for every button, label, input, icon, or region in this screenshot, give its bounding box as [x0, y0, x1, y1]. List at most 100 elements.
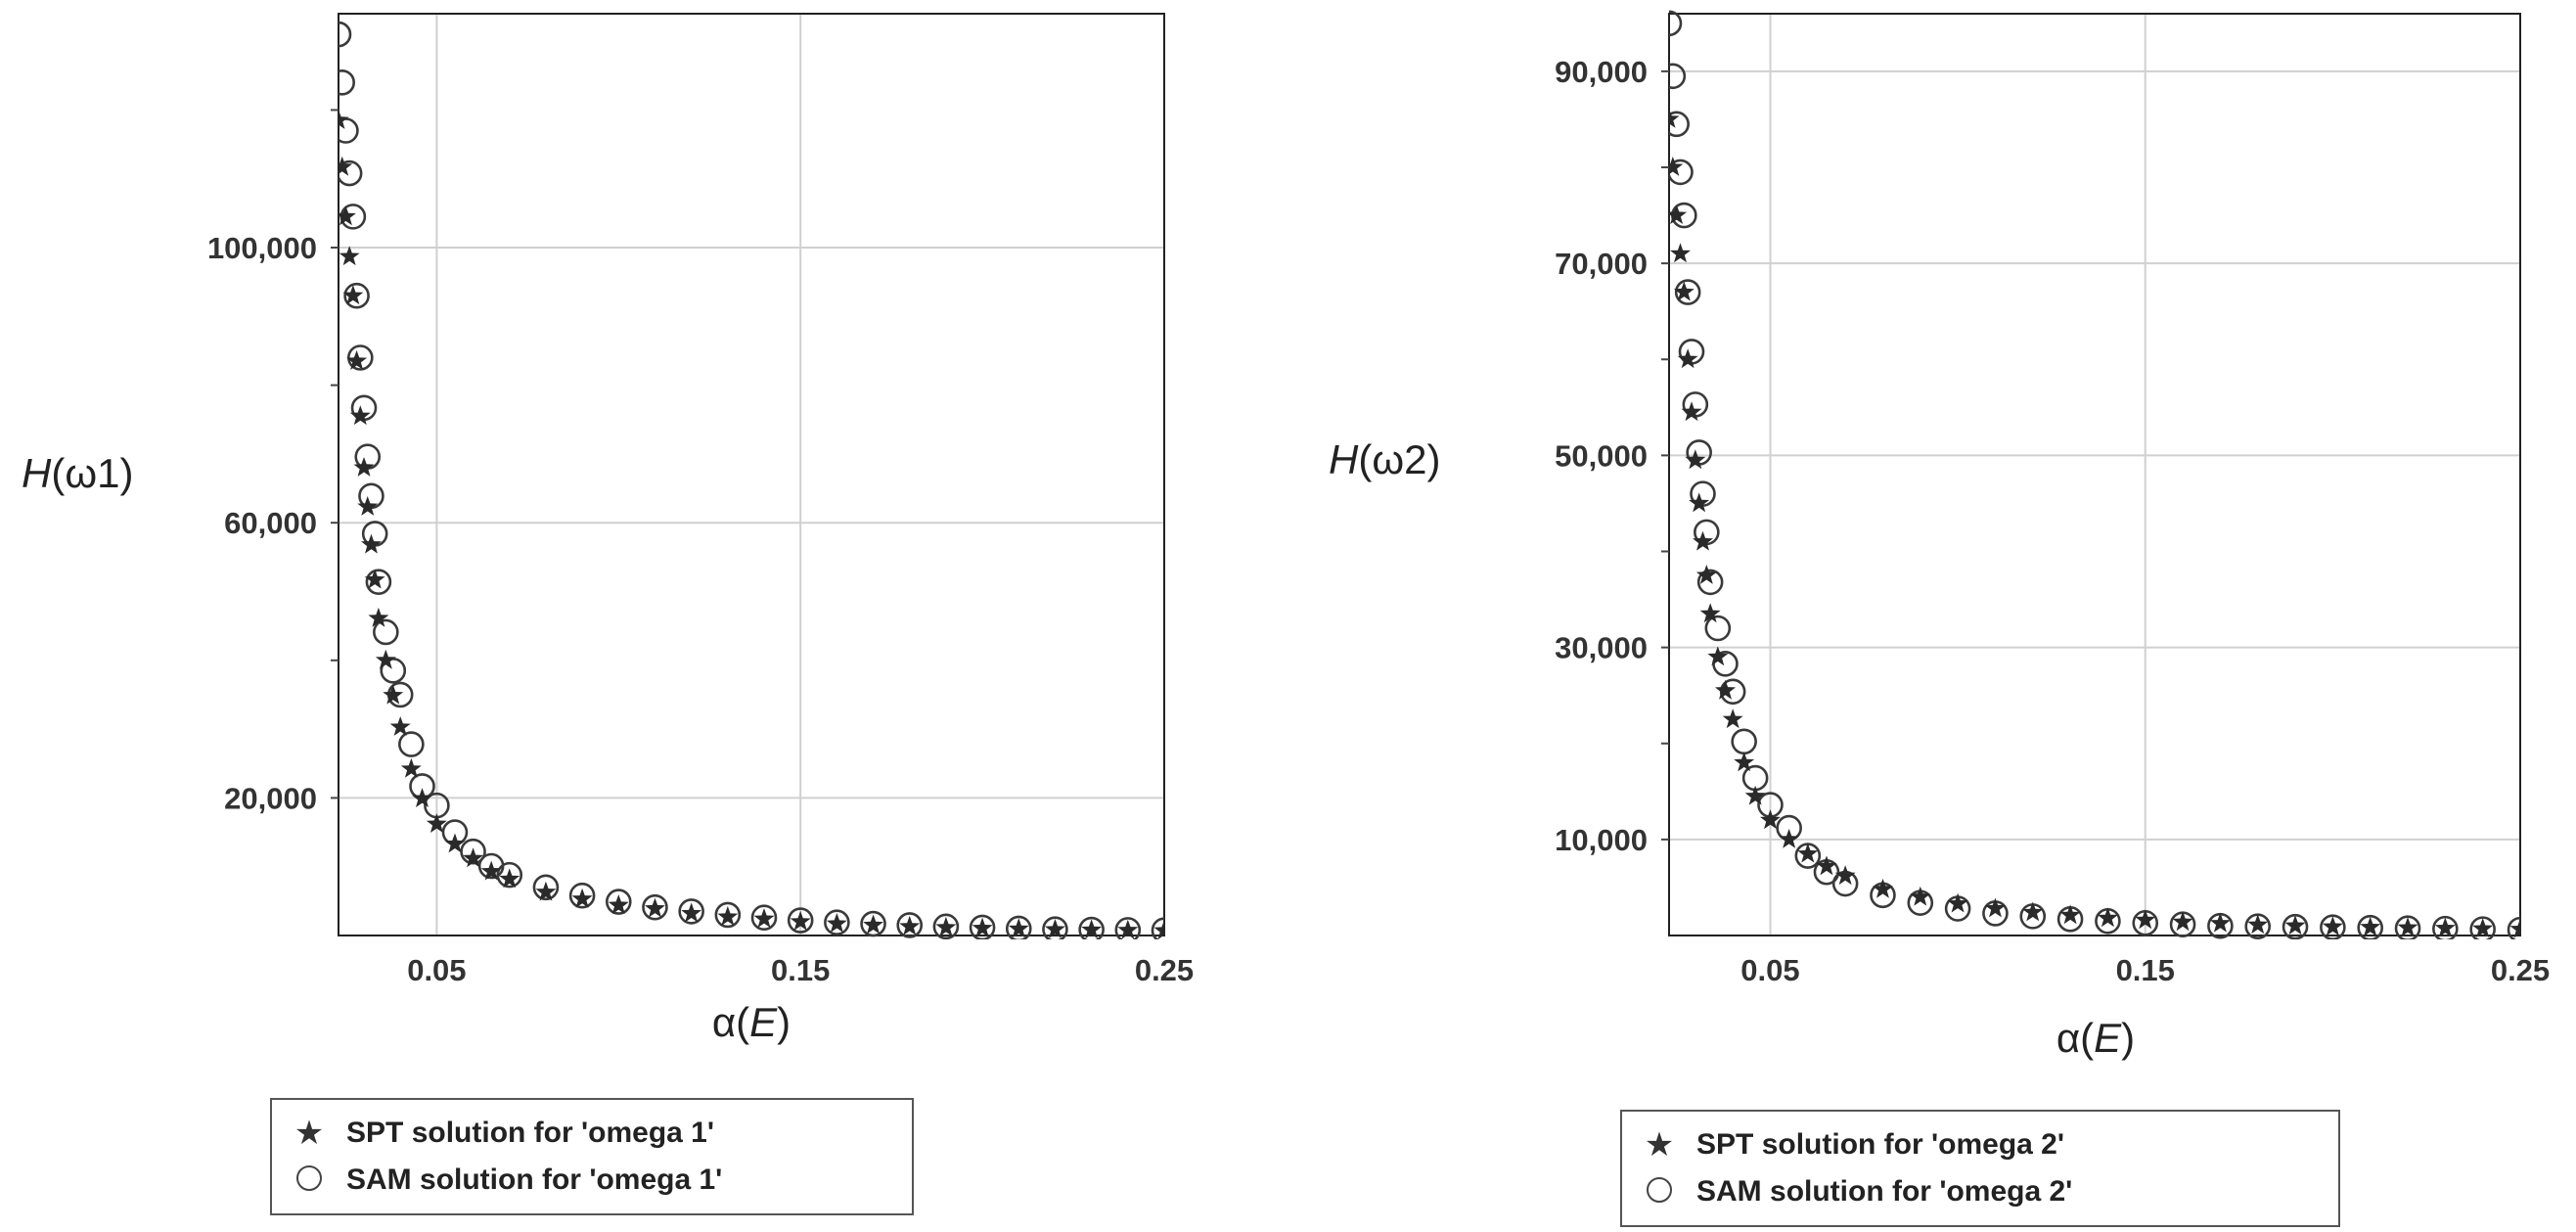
- spt-point: [2135, 909, 2156, 930]
- spt-point: [1707, 646, 1729, 666]
- spt-point: [1985, 897, 2006, 918]
- spt-point: [826, 913, 847, 933]
- spt-point: [1685, 449, 1706, 470]
- spt-point: [2472, 918, 2494, 937]
- spt-point: [1669, 205, 1688, 224]
- chart-1-x-axis-label: α(E): [712, 999, 791, 1045]
- sam-point: [1114, 917, 1142, 939]
- spt-point: [1669, 108, 1680, 128]
- sam-point: [1669, 10, 1683, 37]
- chart-2-series-star: [1669, 108, 2520, 938]
- sam-point: [460, 838, 486, 865]
- sam-point: [1042, 916, 1068, 939]
- chart-1-y-axis-label: H(ω1): [22, 450, 133, 496]
- spt-point: [383, 684, 404, 705]
- spt-point: [375, 649, 396, 669]
- spt-point: [1681, 401, 1702, 422]
- sam-point: [1696, 569, 1724, 596]
- spt-point: [2509, 918, 2520, 938]
- spt-point: [1695, 565, 1717, 584]
- sam-point: [1674, 279, 1701, 305]
- y-tick-label: 30,000: [1555, 631, 1648, 665]
- spt-point: [1722, 708, 1743, 729]
- sam-point: [642, 893, 668, 921]
- chart-2-y-tick-labels: 10,000 30,000 50,000 70,000 90,000: [1555, 55, 1648, 857]
- chart-2-x-tick-labels: 0.05 0.15 0.25: [1740, 953, 2550, 987]
- chart-1-series-circle: [339, 21, 1164, 939]
- spt-point: [681, 902, 702, 923]
- sam-point: [824, 909, 850, 935]
- spt-point: [389, 716, 411, 736]
- spt-point: [535, 881, 557, 901]
- spt-point: [339, 205, 356, 226]
- sam-point: [373, 618, 399, 646]
- spt-point: [1117, 919, 1139, 939]
- sam-point: [750, 904, 778, 932]
- sam-point: [1669, 111, 1690, 138]
- chart-2-series-circle: [1669, 10, 2520, 939]
- sam-point: [969, 914, 996, 939]
- spt-point: [1673, 281, 1695, 301]
- sam-point: [347, 344, 374, 371]
- spt-point: [2397, 917, 2418, 936]
- spt-point: [426, 813, 447, 833]
- spt-point: [1008, 918, 1029, 938]
- spt-point: [1669, 157, 1684, 176]
- sam-point: [605, 889, 632, 915]
- spt-point: [1677, 348, 1698, 369]
- spt-point: [608, 894, 629, 914]
- sam-point: [787, 907, 814, 934]
- spt-point: [1910, 886, 1931, 906]
- spt-point: [357, 496, 379, 516]
- chart-2-legend: ★ SPT solution for 'omega 2' SAM solutio…: [1620, 1110, 2340, 1227]
- spt-point: [1689, 492, 1710, 513]
- spt-point: [1699, 603, 1721, 623]
- sam-point: [365, 569, 392, 595]
- sam-point: [568, 882, 596, 909]
- star-marker-icon: ★: [294, 1114, 325, 1153]
- circle-marker-icon: [290, 1165, 329, 1195]
- spt-point: [645, 897, 665, 918]
- chart-2-y-axis-label: H(ω2): [1329, 436, 1440, 482]
- spt-point: [2284, 915, 2306, 935]
- spt-point: [444, 833, 466, 853]
- chart-1: 0.05 0.15 0.25 20,000 60,000 100,000 α(E) H(…: [22, 13, 1194, 1045]
- spt-point: [790, 910, 811, 931]
- spt-point: [1693, 530, 1713, 551]
- chart-1-y-tick-labels: 20,000 60,000 100,000: [207, 231, 317, 815]
- spt-point: [1081, 919, 1103, 939]
- sam-point: [1731, 728, 1757, 755]
- chart-2: 0.05 0.15 0.25 10,000 30,000 50,000 70,000 90,…: [1329, 10, 2550, 1061]
- spt-point: [2022, 901, 2044, 922]
- sam-point: [932, 913, 960, 939]
- y-tick-label: 10,000: [1555, 823, 1648, 857]
- legend-label: SAM solution for 'omega 1': [346, 1164, 723, 1196]
- sam-point: [2282, 913, 2309, 939]
- y-tick-label: 60,000: [224, 506, 317, 540]
- sam-point: [2507, 916, 2520, 939]
- spt-point: [499, 868, 520, 889]
- spt-point: [412, 788, 432, 807]
- sam-point: [1078, 916, 1105, 939]
- chart-1-x-tick-labels: 0.05 0.15 0.25: [407, 953, 1194, 987]
- legend-entry-spt-omega-2: ★ SPT solution for 'omega 2': [1640, 1121, 2315, 1168]
- chart-2-y-minor-ticks: [1661, 69, 1669, 841]
- sam-point: [339, 160, 363, 187]
- sam-point: [532, 874, 560, 901]
- x-tick-label: 0.15: [2116, 953, 2175, 987]
- spt-point: [899, 915, 921, 935]
- x-tick-label: 0.25: [1135, 953, 1194, 987]
- sam-point: [678, 898, 704, 925]
- spt-point: [2209, 912, 2231, 933]
- spt-point: [1947, 892, 1968, 913]
- chart-2-grid: [1669, 14, 2521, 935]
- x-tick-label: 0.05: [1740, 953, 1799, 987]
- spt-point: [339, 156, 353, 176]
- legend-label: SAM solution for 'omega 2': [1696, 1175, 2073, 1208]
- spt-point: [361, 533, 382, 554]
- chart-1-legend: ★ SPT solution for 'omega 1' SAM solutio…: [270, 1098, 914, 1215]
- y-tick-label: 70,000: [1555, 247, 1648, 281]
- spt-point: [1797, 843, 1819, 863]
- spt-point: [364, 569, 385, 589]
